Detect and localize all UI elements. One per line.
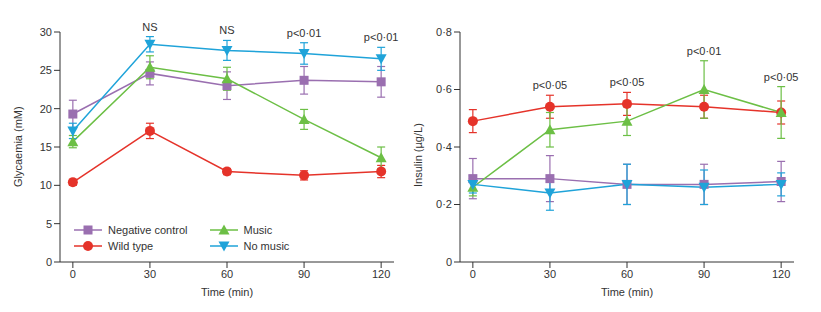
html-text:Music: Music <box>243 224 273 236</box>
svg-text:30: 30 <box>544 268 556 280</box>
svg-text:60: 60 <box>221 268 233 280</box>
svg-text:0·6: 0·6 <box>436 83 452 95</box>
svg-text:p<0·05: p<0·05 <box>610 76 645 88</box>
svg-text:0: 0 <box>46 256 52 268</box>
svg-text:30: 30 <box>144 268 156 280</box>
svg-text:90: 90 <box>698 268 710 280</box>
svg-text:120: 120 <box>372 268 390 280</box>
svg-text:10: 10 <box>40 179 52 191</box>
svg-text:0·4: 0·4 <box>436 141 452 153</box>
svg-text:0: 0 <box>470 268 476 280</box>
svg-text:20: 20 <box>40 103 52 115</box>
svg-text:NS: NS <box>142 21 157 33</box>
svg-text:p<0·05: p<0·05 <box>533 79 568 91</box>
svg-text:p<0·01: p<0·01 <box>687 45 722 57</box>
svg-text:25: 25 <box>40 64 52 76</box>
svg-text:15: 15 <box>40 141 52 153</box>
html-text:No music: No music <box>243 240 290 252</box>
svg-text:p<0·05: p<0·05 <box>764 71 799 83</box>
svg-text:Time (min): Time (min) <box>201 286 253 298</box>
svg-text:120: 120 <box>772 268 790 280</box>
svg-text:90: 90 <box>298 268 310 280</box>
svg-text:p<0·01: p<0·01 <box>364 31 399 43</box>
html-text:Negative control: Negative control <box>108 224 188 236</box>
svg-text:5: 5 <box>46 218 52 230</box>
svg-text:0: 0 <box>446 256 452 268</box>
html-text:Wild type: Wild type <box>108 240 154 252</box>
svg-text:30: 30 <box>40 26 52 38</box>
svg-text:60: 60 <box>621 268 633 280</box>
svg-text:NS: NS <box>219 24 234 36</box>
svg-text:Time (min): Time (min) <box>601 286 653 298</box>
svg-text:Insulin (µg/L): Insulin (µg/L) <box>412 123 424 187</box>
svg-text:p<0·01: p<0·01 <box>287 27 322 39</box>
svg-text:Glycaemia (mM): Glycaemia (mM) <box>12 106 24 187</box>
svg-text:0·2: 0·2 <box>436 198 452 210</box>
svg-text:0·8: 0·8 <box>436 26 452 38</box>
svg-text:0: 0 <box>70 268 76 280</box>
